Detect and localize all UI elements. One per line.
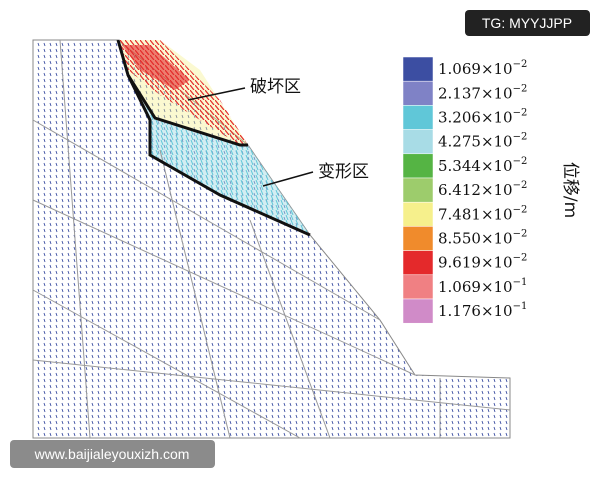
slope-model xyxy=(32,39,511,439)
watermark: TG: MYYJJPP xyxy=(482,15,572,31)
legend-mantissa: 1.069×10 xyxy=(438,278,513,296)
legend-label: 9.619×10−2 xyxy=(438,252,527,272)
legend-mantissa: 2.137×10 xyxy=(438,84,513,102)
legend-label: 4.275×10−2 xyxy=(438,131,527,151)
annotation: 破坏区 xyxy=(250,77,301,97)
legend-mantissa: 6.412×10 xyxy=(438,181,513,199)
legend-swatch xyxy=(402,153,434,179)
legend-swatch xyxy=(402,105,434,130)
legend-swatch xyxy=(402,80,434,106)
annotation-line xyxy=(262,171,314,187)
legend-label: 1.176×10−1 xyxy=(438,301,527,321)
legend-mantissa: 1.176×10 xyxy=(438,302,513,320)
watermark-box xyxy=(10,440,215,468)
legend-label: 2.137×10−2 xyxy=(438,83,527,103)
legend-label: 1.069×10−2 xyxy=(438,59,527,79)
legend-mantissa: 1.069×10 xyxy=(438,60,513,78)
legend-mantissa: 7.481×10 xyxy=(438,205,513,223)
legend-exponent: −2 xyxy=(513,131,528,142)
legend-exponent: −2 xyxy=(513,83,528,94)
legend-label: 1.069×10−1 xyxy=(438,276,527,296)
legend-mantissa: 9.619×10 xyxy=(438,254,513,272)
legend-exponent: −2 xyxy=(513,228,528,239)
legend-mantissa: 3.206×10 xyxy=(438,109,513,127)
legend-label: 6.412×10−2 xyxy=(438,180,527,200)
legend: 1.069×10−22.137×10−23.206×10−24.275×10−2… xyxy=(402,56,527,324)
legend-swatch xyxy=(402,201,434,227)
annotation-line xyxy=(187,87,246,101)
legend-exponent: −1 xyxy=(513,301,528,312)
legend-exponent: −2 xyxy=(513,107,528,118)
legend-mantissa: 5.344×10 xyxy=(438,157,513,175)
legend-swatch xyxy=(402,250,434,276)
legend-swatch xyxy=(402,129,434,155)
legend-exponent: −2 xyxy=(513,180,528,191)
legend-label: 3.206×10−2 xyxy=(438,107,527,127)
legend-label: 5.344×10−2 xyxy=(438,155,527,175)
legend-swatch xyxy=(402,177,434,203)
legend-mantissa: 8.550×10 xyxy=(438,230,513,248)
legend-exponent: −2 xyxy=(513,204,528,215)
legend-exponent: −2 xyxy=(513,252,528,263)
watermark: www.baijialeyouxizh.com xyxy=(34,446,190,462)
legend-mantissa: 4.275×10 xyxy=(438,133,513,151)
watermark-box xyxy=(465,10,590,36)
legend-swatch xyxy=(402,298,434,324)
legend-exponent: −2 xyxy=(513,59,528,70)
legend-exponent: −2 xyxy=(513,155,528,166)
legend-swatch xyxy=(402,56,434,82)
legend-exponent: −1 xyxy=(513,276,528,287)
legend-swatch xyxy=(402,274,434,300)
annotation: 变形区 xyxy=(318,162,369,182)
legend-title: 位移/m xyxy=(560,162,580,218)
legend-label: 7.481×10−2 xyxy=(438,204,527,224)
legend-label: 8.550×10−2 xyxy=(438,228,527,248)
legend-swatch xyxy=(402,226,434,251)
